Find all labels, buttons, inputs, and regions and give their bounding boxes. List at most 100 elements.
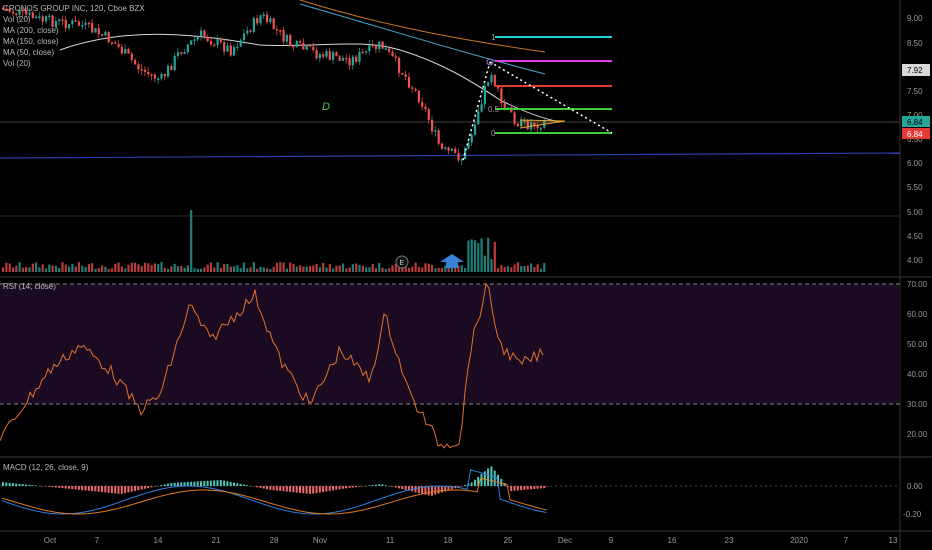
volume-bar bbox=[516, 262, 519, 272]
candle-body bbox=[275, 29, 279, 31]
support-trendline[interactable] bbox=[0, 152, 901, 159]
macd-hist-bar bbox=[279, 486, 282, 491]
macd-hist-bar bbox=[546, 486, 549, 487]
volume-bar bbox=[427, 263, 430, 272]
volume-bar bbox=[262, 267, 265, 272]
volume-bar bbox=[500, 265, 503, 272]
symbol-title[interactable]: CRONOS GROUP INC, 120, Cboe BZX bbox=[3, 4, 145, 13]
volume-bar bbox=[315, 263, 318, 272]
time-axis[interactable]: Oct 7 14 21 28 Nov 11 18 25 Dec 9 16 23 … bbox=[44, 536, 898, 545]
candle-body bbox=[31, 12, 34, 19]
time-tick: 23 bbox=[725, 536, 734, 545]
volume-bar bbox=[117, 262, 120, 272]
macd-hist-bar bbox=[292, 486, 295, 493]
macd-hist-bar bbox=[338, 486, 341, 490]
candle-body bbox=[470, 134, 473, 143]
volume-bar bbox=[2, 267, 5, 272]
macd-hist-bar bbox=[285, 486, 288, 492]
volume-bar bbox=[299, 265, 302, 272]
volume-bar bbox=[378, 262, 381, 272]
dividend-arrow-icon[interactable] bbox=[440, 254, 464, 268]
macd-hist-bar bbox=[190, 481, 193, 486]
indicator-ma150[interactable]: MA (150, close) bbox=[3, 37, 59, 46]
indicator-vol-2[interactable]: Vol (20) bbox=[3, 59, 31, 68]
fib-anchor[interactable] bbox=[486, 58, 494, 66]
candle-body bbox=[226, 45, 229, 52]
volume-bar bbox=[114, 263, 117, 272]
indicator-ma200[interactable]: MA (200, close) bbox=[3, 26, 59, 35]
candle-body bbox=[335, 52, 338, 57]
volume-bar bbox=[48, 264, 51, 272]
macd-hist-bar bbox=[417, 486, 420, 494]
price-axis[interactable]: 9.00 8.50 7.50 6.50 6.00 5.50 5.00 4.50 … bbox=[907, 14, 923, 265]
candle-body bbox=[282, 30, 285, 42]
volume-bar bbox=[467, 240, 470, 272]
volume-bar bbox=[312, 265, 315, 272]
macd-hist-bar bbox=[318, 486, 321, 493]
rsi-title[interactable]: RSI (14, close) bbox=[3, 282, 56, 291]
macd-hist-bar bbox=[107, 486, 110, 493]
price-tick: 5.00 bbox=[907, 208, 923, 217]
time-tick: 7 bbox=[844, 536, 849, 545]
volume-bar bbox=[134, 262, 137, 272]
candle-body bbox=[421, 102, 424, 107]
macd-pane-legend[interactable]: MACD (12, 26, close, 9) bbox=[3, 462, 88, 473]
macd-axis[interactable]: 0.00 -0.20 bbox=[903, 482, 923, 519]
volume-bar bbox=[510, 267, 513, 272]
macd-hist-bar bbox=[315, 486, 318, 494]
volume-bar bbox=[285, 268, 288, 272]
candle-body bbox=[51, 15, 54, 27]
price-badge-close-text: 6.84 bbox=[907, 118, 923, 127]
rsi-axis[interactable]: 70.00 60.00 50.00 40.00 30.00 20.00 bbox=[907, 280, 928, 439]
macd-title[interactable]: MACD (12, 26, close, 9) bbox=[3, 463, 89, 472]
candle-body bbox=[233, 47, 236, 56]
time-tick: 18 bbox=[444, 536, 453, 545]
volume-bar bbox=[259, 266, 262, 272]
macd-hist-bar bbox=[170, 482, 173, 486]
volume-bar bbox=[84, 267, 87, 272]
candle-body bbox=[94, 28, 97, 33]
volume-bar bbox=[341, 263, 345, 272]
fib-leg-down bbox=[489, 61, 613, 134]
macd-hist-bar bbox=[233, 482, 235, 486]
macd-hist-bar bbox=[497, 474, 499, 486]
volume-bar bbox=[358, 264, 361, 272]
volume-bar bbox=[457, 265, 460, 272]
volume-bar bbox=[328, 263, 331, 272]
macd-hist-bar bbox=[533, 486, 536, 490]
macd-hist-bar bbox=[464, 484, 466, 486]
triangle-pattern[interactable] bbox=[519, 119, 566, 129]
macd-hist-bar bbox=[71, 486, 74, 490]
candle-body bbox=[5, 8, 8, 10]
candle-body bbox=[361, 51, 364, 54]
candle-body bbox=[104, 31, 107, 36]
macd-hist-bar bbox=[229, 481, 232, 486]
candle-body bbox=[431, 119, 434, 132]
macd-hist-bar bbox=[407, 486, 410, 491]
candle-body bbox=[242, 33, 246, 41]
candle-body bbox=[467, 142, 470, 149]
macd-hist-bar bbox=[5, 482, 8, 486]
indicator-vol[interactable]: Vol (20) bbox=[3, 15, 31, 24]
macd-hist-bar bbox=[282, 486, 285, 492]
volume-bar bbox=[249, 267, 252, 272]
rsi-pane-legend[interactable]: RSI (14, close) bbox=[3, 281, 56, 292]
candle-body bbox=[371, 44, 374, 47]
price-tick: 6.50 bbox=[907, 135, 923, 144]
fibonacci-retracement[interactable]: 1 0 0.5 bbox=[462, 33, 613, 161]
macd-hist-bar bbox=[477, 476, 480, 486]
macd-hist-bar bbox=[305, 486, 308, 494]
macd-hist-bar bbox=[21, 484, 24, 486]
candle-body bbox=[513, 112, 516, 124]
macd-hist-bar bbox=[460, 486, 463, 487]
fib-label-mid: 0.5 bbox=[488, 105, 500, 114]
candle-body bbox=[206, 37, 209, 42]
macd-hist-bar bbox=[520, 486, 523, 491]
indicator-ma50[interactable]: MA (50, close) bbox=[3, 48, 55, 57]
earnings-marker[interactable] bbox=[395, 255, 409, 269]
macd-hist-bar bbox=[378, 484, 381, 486]
macd-hist-bar bbox=[101, 486, 103, 493]
volume-bar bbox=[229, 266, 232, 272]
volume-bar bbox=[186, 265, 189, 272]
